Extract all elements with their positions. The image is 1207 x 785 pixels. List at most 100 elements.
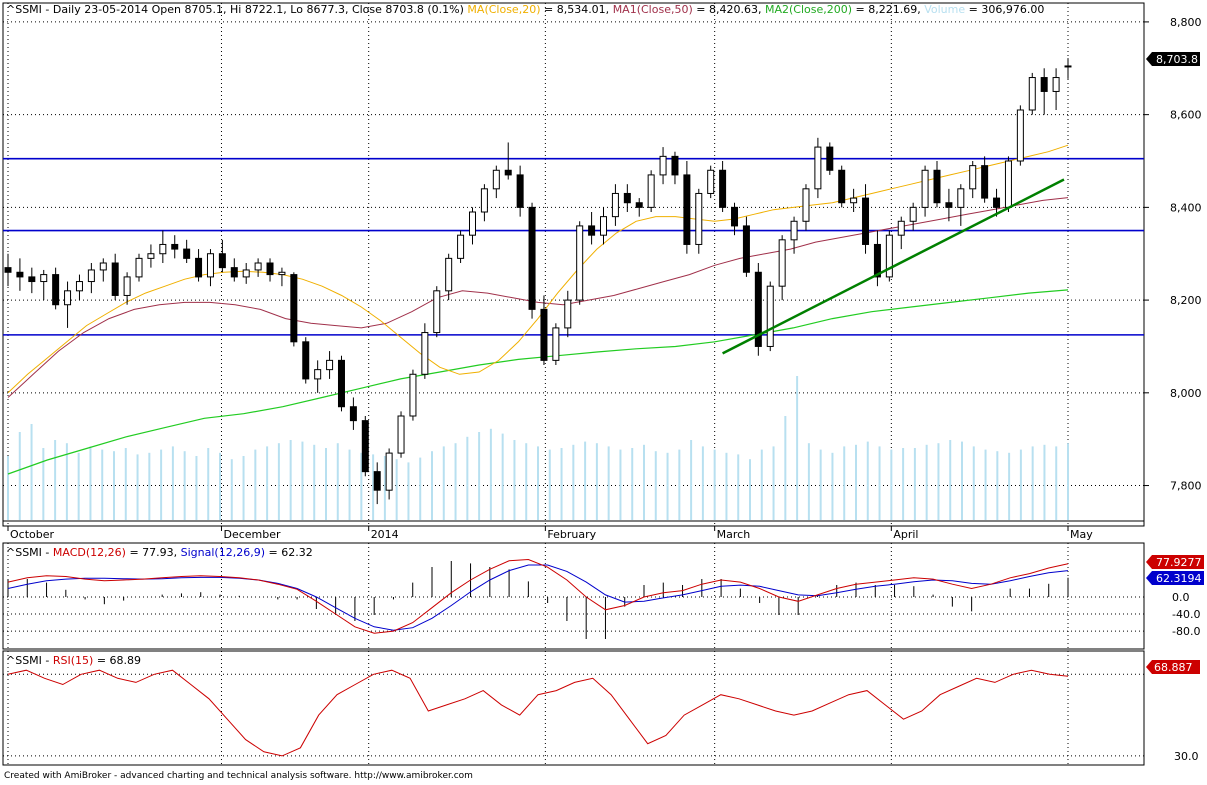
volume-bar (843, 446, 846, 520)
volume-bar (890, 449, 893, 520)
macd-badge: 77.9277 (1146, 555, 1204, 569)
candle-body (862, 197, 870, 245)
ma20-line (7, 144, 1069, 394)
candle-body (278, 271, 286, 276)
volume-bar (501, 433, 504, 520)
candle-body (397, 415, 405, 454)
volume-bar (666, 452, 669, 520)
candle-body (707, 169, 715, 194)
volume-bar (595, 443, 598, 520)
candle-body (242, 269, 250, 278)
candle-body (373, 471, 381, 491)
macd-tick-label: -80.0 (1172, 625, 1200, 638)
candle-body (885, 234, 893, 278)
price-header: ^SSMI - Daily 23-05-2014 Open 8705.1, Hi… (6, 3, 1044, 16)
volume-bar (30, 424, 33, 520)
volume-legend-value: = 306,976.00 (969, 3, 1045, 16)
rsi-line (7, 669, 1069, 757)
macd-legend-value: = 77.93, (129, 546, 177, 559)
candle-body (1052, 77, 1060, 92)
volume-bar (54, 440, 57, 520)
rsi-panel: 30.0 ^SSMI - RSI(15) = 68.89 68.887 (2, 650, 1200, 766)
volume-bar (254, 449, 257, 520)
candle-body (361, 420, 369, 473)
macd-legend: MACD(12,26) (53, 546, 126, 559)
candle-body (552, 327, 560, 361)
candle-body (802, 188, 810, 222)
volume-bar (77, 452, 80, 520)
candle-body (897, 220, 905, 236)
price-tick-label: 8,600 (1170, 109, 1202, 122)
ma50-legend-value: = 8,420.63, (696, 3, 761, 16)
candle-body (52, 274, 60, 306)
volume-bar (207, 448, 210, 520)
volume-bars (7, 376, 1069, 520)
price-tick-label: 8,400 (1170, 201, 1202, 214)
candle-body (504, 169, 512, 176)
candle-body (99, 262, 107, 271)
volume-bar (1008, 452, 1011, 520)
ma50-line (7, 197, 1069, 398)
candle-body (528, 206, 536, 310)
macd-header: ^SSMI - MACD(12,26) = 77.93, Signal(12,2… (6, 546, 313, 559)
ma200-legend: MA2(Close,200) (765, 3, 852, 16)
volume-bar (171, 446, 174, 520)
volume-bar (395, 459, 398, 520)
rsi-header-prefix: ^SSMI - (6, 654, 53, 667)
rsi-tick-label: 30.0 (1174, 750, 1199, 763)
candle-body (838, 169, 846, 204)
candle-body (516, 174, 524, 208)
candle-body (385, 452, 393, 491)
volume-bar (560, 448, 563, 520)
candle-body (1016, 109, 1024, 162)
candle-body (576, 225, 584, 301)
candle-body (4, 267, 12, 273)
signal-badge: 62.3194 (1146, 571, 1204, 585)
volume-bar (760, 449, 763, 520)
candle-body (1028, 77, 1036, 111)
candle-body (981, 165, 989, 199)
candle-body (969, 165, 977, 190)
candle-body (16, 271, 24, 278)
volume-bar (690, 440, 693, 520)
month-label: December (223, 528, 281, 541)
volume-bar (913, 448, 916, 520)
volume-bar (7, 456, 9, 520)
ma20-legend-value: = 8,534.01, (544, 3, 609, 16)
macd-histogram (7, 561, 1069, 639)
volume-bar (360, 452, 363, 520)
close-badge-value: 8,703.8 (1156, 53, 1198, 66)
volume-bar (772, 446, 775, 520)
volume-bar (277, 443, 280, 520)
volume-bar (643, 444, 645, 520)
candle-body (623, 192, 631, 204)
volume-bar (725, 452, 728, 520)
volume-bar (348, 449, 351, 520)
candle-body (147, 253, 155, 259)
candle-body (433, 290, 441, 334)
candle-body (957, 188, 965, 208)
candle-body (766, 285, 774, 347)
volume-bar (548, 449, 551, 520)
volume-bar (124, 448, 127, 520)
volume-bar (466, 436, 469, 520)
candle-body (75, 281, 83, 292)
volume-bar (996, 451, 999, 520)
volume-bar (607, 446, 610, 520)
volume-bar (819, 449, 822, 520)
volume-bar (961, 441, 963, 520)
macd-tick-label: 0.0 (1172, 591, 1190, 604)
signal-legend: Signal(12,26,9) (181, 546, 265, 559)
candle-body (1004, 160, 1012, 208)
volume-bar (866, 441, 869, 520)
volume-bar (937, 443, 940, 520)
price-tick-label: 7,800 (1170, 480, 1202, 493)
volume-bar (784, 416, 787, 520)
rsi-legend-value: = 68.89 (97, 654, 141, 667)
horizontal-support-resistance-lines (3, 157, 1144, 336)
candle-body (123, 276, 131, 296)
rsi-legend: RSI(15) (53, 654, 93, 667)
volume-bar (1067, 443, 1069, 520)
candle-body (135, 257, 143, 278)
candle-body (480, 188, 488, 213)
